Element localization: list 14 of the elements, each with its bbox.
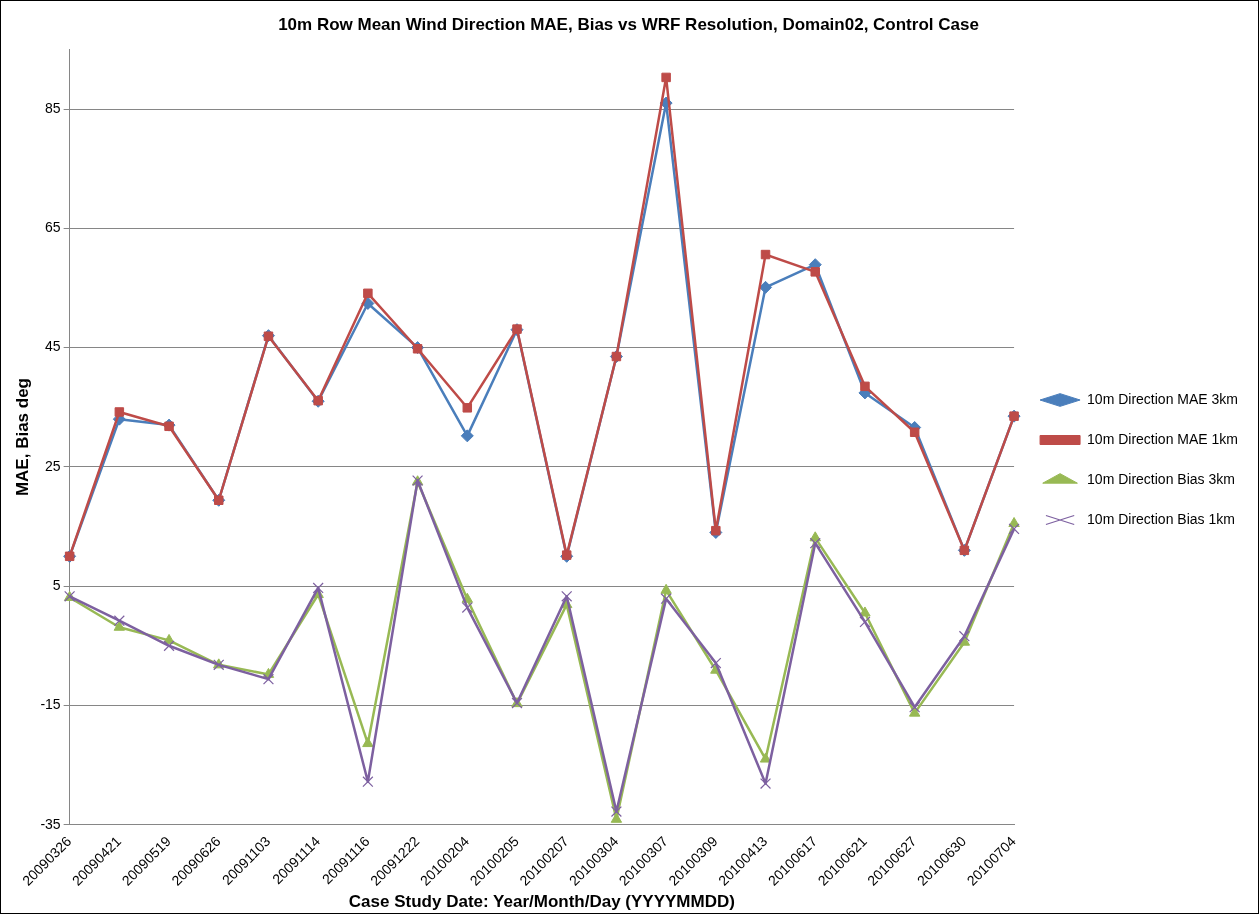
y-tick-label: -15	[40, 696, 61, 713]
legend-label: 10m Direction Bias 1km	[1087, 510, 1235, 527]
y-tick-label: -35	[40, 815, 61, 832]
legend-label: 10m Direction MAE 1km	[1087, 430, 1239, 447]
y-axis-title: MAE, Bias deg	[12, 377, 32, 497]
y-tick-label: 65	[45, 219, 61, 236]
y-tick-label: 5	[52, 576, 61, 593]
legend-label: 10m Direction Bias 3km	[1087, 470, 1235, 487]
y-tick-label: 85	[45, 99, 61, 116]
x-axis-title: Case Study Date: Year/Month/Day (YYYYMMDD)	[348, 892, 735, 912]
y-tick-label: 25	[45, 457, 61, 474]
y-tick-label: 45	[45, 338, 61, 355]
chart-title: 10m Row Mean Wind Direction MAE, Bias vs WRF Resolution, Domain02, Control Case	[278, 14, 979, 34]
legend-label: 10m Direction MAE 3km	[1087, 390, 1239, 407]
